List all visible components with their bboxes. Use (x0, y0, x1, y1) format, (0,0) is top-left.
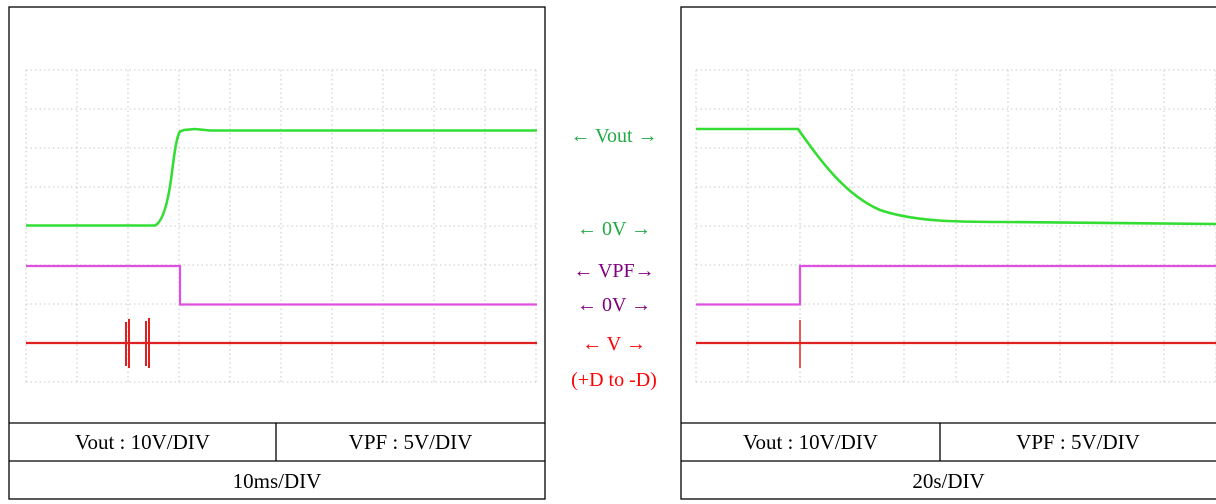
right-vout-trace (696, 127, 1216, 226)
left-panel-frame (8, 6, 546, 500)
vpf-label: ← VPF→ (573, 260, 655, 282)
left-vpf-trace (26, 264, 537, 306)
left-timebase: 10ms/DIV (232, 469, 322, 493)
left-vout-scale: Vout : 10V/DIV (75, 430, 210, 454)
v-range-label: (+D to -D) (571, 369, 657, 391)
vout-label: ← Vout → (570, 125, 658, 147)
left-traces (26, 127, 537, 368)
vout-zero-label: ← 0V → (576, 218, 652, 240)
right-timebase: 20s/DIV (912, 469, 985, 493)
vpf-zero-label: ← 0V → (576, 294, 652, 316)
right-panel-frame (680, 6, 1216, 500)
right-vpf-trace (696, 264, 1216, 306)
left-v-spike-a (125, 319, 130, 368)
v-label: ← V → (582, 333, 646, 355)
right-graticule (695, 69, 1216, 383)
left-v-spike-b (145, 318, 150, 368)
right-vpf-scale: VPF : 5V/DIV (1016, 430, 1140, 454)
left-vpf-scale: VPF : 5V/DIV (348, 430, 473, 454)
right-vout-scale: Vout : 10V/DIV (743, 430, 878, 454)
right-traces (696, 127, 1216, 368)
left-vout-trace (26, 127, 537, 227)
